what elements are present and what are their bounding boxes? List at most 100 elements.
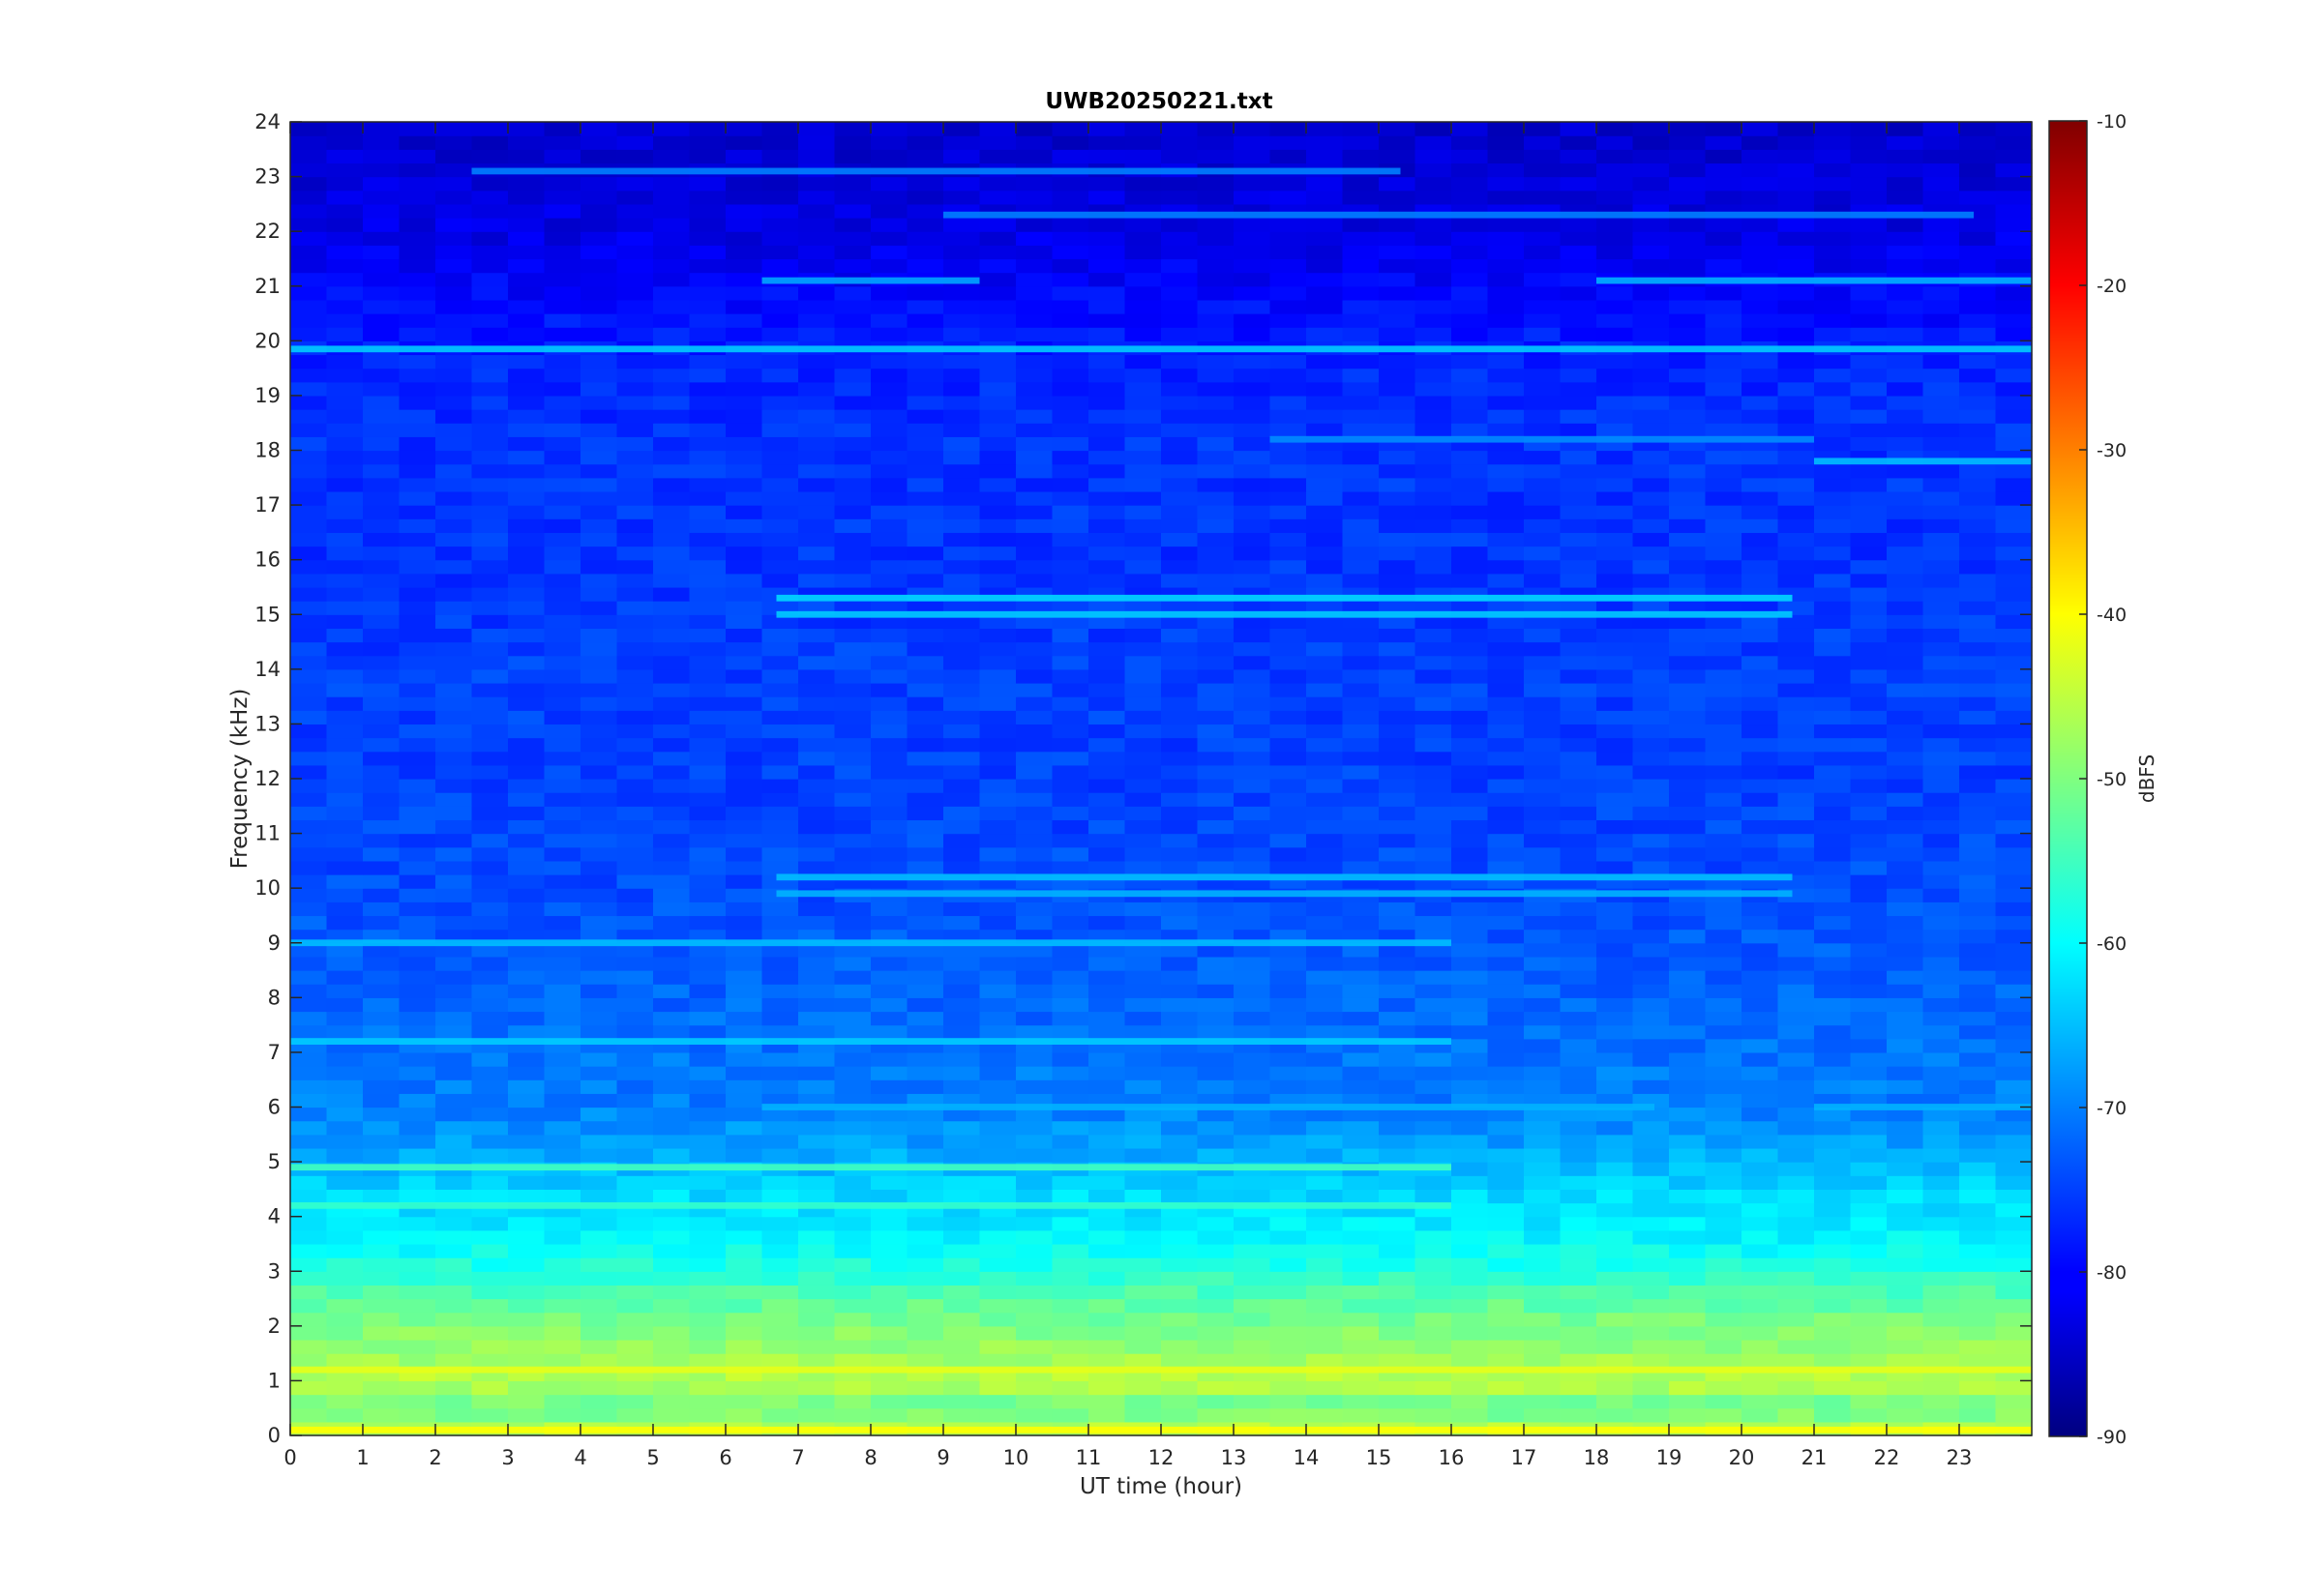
spectrogram-cell [290, 1312, 328, 1327]
spectrogram-cell [1234, 395, 1271, 410]
spectrogram-cell [979, 779, 1017, 793]
spectrogram-cell [1995, 1407, 2033, 1423]
spectrogram-cell [1016, 409, 1054, 424]
spectrogram-cell [1959, 409, 1997, 424]
spectrogram-cell [544, 1120, 581, 1136]
spectrogram-cell [1487, 1312, 1525, 1327]
spectrogram-cell [1306, 696, 1344, 711]
spectrogram-cell [1088, 997, 1126, 1013]
spectrogram-cell [1596, 245, 1634, 260]
spectrogram-cell [1234, 1394, 1271, 1409]
spectrogram-cell [326, 601, 364, 615]
spectrogram-cell [1560, 245, 1597, 260]
spectrogram-cell [1234, 573, 1271, 588]
spectrogram-cell [1487, 176, 1525, 192]
spectrogram-cell [435, 218, 473, 232]
spectrogram-cell [1596, 1243, 1634, 1258]
spectrogram-cell [943, 176, 981, 192]
spectrogram-cell [1959, 395, 1997, 410]
spectrogram-cell [1524, 395, 1562, 410]
spectrogram-cell [1342, 668, 1380, 684]
spectrogram-cell [1777, 1285, 1815, 1300]
spectrogram-cell [1632, 1011, 1670, 1026]
spectrogram-cell [1342, 1189, 1380, 1204]
spectrogram-cell [726, 628, 763, 643]
spectrogram-cell [979, 450, 1017, 465]
spectrogram-cell [1414, 1147, 1452, 1163]
spectrogram-cell [1959, 888, 1997, 902]
spectrogram-cell [1414, 299, 1452, 314]
spectrogram-cell [1306, 1407, 1344, 1423]
spectrogram-cell [689, 477, 727, 492]
spectrogram-cell [1124, 245, 1162, 260]
spectrogram-cell [616, 135, 654, 150]
spectrogram-cell [1995, 915, 2033, 931]
spectrogram-cell [1197, 956, 1235, 971]
spectrogram-cell [726, 436, 763, 452]
spectrogram-cell [1632, 779, 1670, 793]
spectrogram-cell [616, 245, 654, 260]
spectrogram-cell [1560, 1271, 1597, 1286]
spectrogram-cell [1850, 327, 1888, 341]
spectrogram-cell [1052, 682, 1089, 697]
spectrogram-cell [1016, 833, 1054, 848]
spectrogram-cell [1887, 901, 1924, 917]
spectrogram-cell [1414, 313, 1452, 328]
spectrogram-cell [1342, 1024, 1380, 1040]
spectrogram-cell [1777, 313, 1815, 328]
spectrogram-cell [1088, 436, 1126, 452]
spectrogram-cell [1887, 1257, 1924, 1272]
spectrogram-cell [1995, 477, 2033, 492]
y-tick-label: 22 [254, 220, 281, 243]
spectrogram-cell [471, 218, 509, 232]
spectrogram-cell [1742, 764, 1779, 780]
spectrogram-cell [1922, 1339, 1960, 1354]
spectrogram-cell [616, 655, 654, 670]
spectrogram-cell [399, 819, 436, 835]
spectrogram-cell [1124, 190, 1162, 205]
spectrogram-cell [689, 1216, 727, 1231]
spectrogram-cell [1995, 1024, 2033, 1040]
spectrogram-cell [653, 724, 691, 739]
spectrogram-cell [1850, 477, 1888, 492]
spectrogram-cell [1524, 1325, 1562, 1341]
spectrogram-cell [761, 1229, 799, 1245]
spectrogram-cell [979, 737, 1017, 753]
spectrogram-cell [471, 490, 509, 506]
spectrogram-cell [1669, 1024, 1707, 1040]
spectrogram-cell [1161, 997, 1199, 1013]
spectrogram-cell [1234, 423, 1271, 437]
spectrogram-cell [471, 696, 509, 711]
spectrogram-cell [689, 1339, 727, 1354]
spectrogram-cell [1487, 1407, 1525, 1423]
spectrogram-cell [1052, 218, 1089, 232]
spectrogram-cell [1052, 984, 1089, 998]
spectrogram-cell [1669, 463, 1707, 479]
spectrogram-cell [1487, 1011, 1525, 1026]
spectrogram-cell [580, 313, 618, 328]
spectrogram-cell [580, 833, 618, 848]
spectrogram-cell [1887, 490, 1924, 506]
spectrogram-cell [1777, 1175, 1815, 1190]
spectrogram-cell [943, 1051, 981, 1067]
spectrogram-cell [871, 190, 908, 205]
spectrogram-cell [290, 833, 328, 848]
spectrogram-cell [1887, 463, 1924, 479]
spectrogram-cell [1124, 724, 1162, 739]
spectrogram-cell [1669, 354, 1707, 369]
spectrogram-cell [1088, 1325, 1126, 1341]
spectrogram-cell [1487, 368, 1525, 383]
spectrogram-cell [1306, 1051, 1344, 1067]
spectrogram-cell [471, 1107, 509, 1122]
spectrogram-cell [1197, 1134, 1235, 1149]
spectrogram-cell [1959, 258, 1997, 274]
spectrogram-cell [290, 463, 328, 479]
spectrogram-cell [363, 1353, 401, 1368]
spectrogram-cell [580, 1175, 618, 1190]
spectrogram-cell [1269, 956, 1307, 971]
spectrogram-cell [871, 1079, 908, 1094]
spectrogram-cell [1487, 984, 1525, 998]
spectrogram-cell [399, 1011, 436, 1026]
spectrogram-cell [1234, 1229, 1271, 1245]
spectrogram-cell [834, 1229, 872, 1245]
